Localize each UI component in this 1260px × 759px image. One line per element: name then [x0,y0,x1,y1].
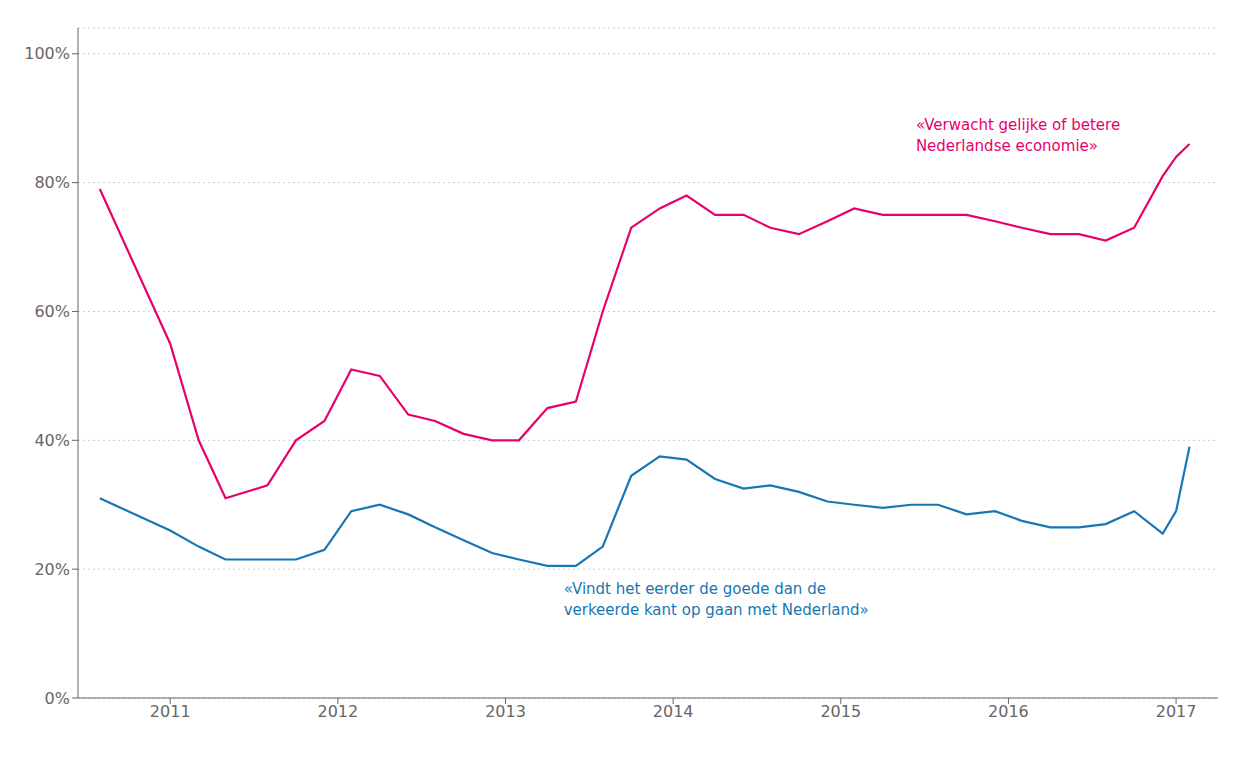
svg-text:2014: 2014 [653,702,694,721]
html-text:«Verwacht gelijke of betere Ne: «Verwacht gelijke of betere Nederlandse … [915,116,1121,156]
svg-text:2012: 2012 [317,702,358,721]
svg-text:40%: 40% [34,431,70,450]
html-text:«Vindt het eerder de goede dan: «Vindt het eerder de goede dan de verkee… [563,579,869,619]
svg-text:100%: 100% [24,44,70,63]
svg-text:0%: 0% [45,689,70,708]
svg-text:2011: 2011 [150,702,191,721]
svg-text:60%: 60% [34,302,70,321]
svg-text:80%: 80% [34,173,70,192]
svg-text:2017: 2017 [1156,702,1197,721]
svg-text:2013: 2013 [485,702,526,721]
svg-text:2015: 2015 [820,702,861,721]
svg-text:20%: 20% [34,560,70,579]
svg-text:2016: 2016 [988,702,1029,721]
